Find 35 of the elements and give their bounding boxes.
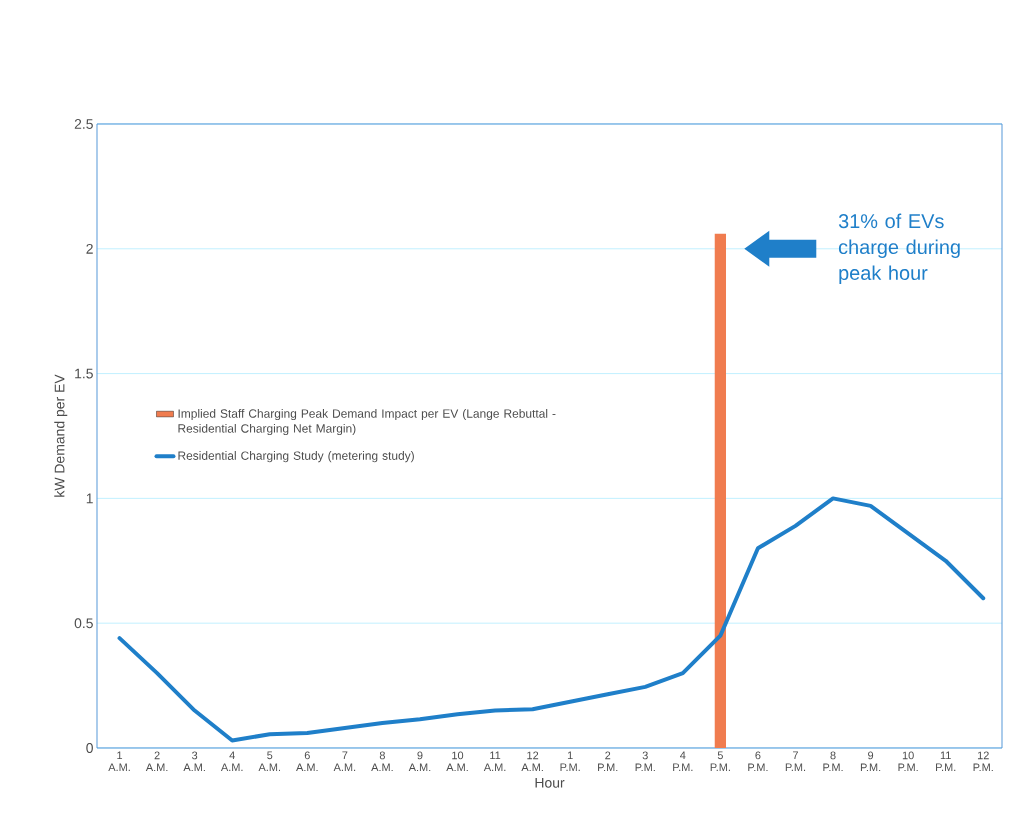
x-tick-label: 8 A.M. [371,751,393,772]
legend-label: Residential Charging Study (metering study) [178,451,414,463]
x-tick-label: 5 P.M. [710,751,730,771]
x-tick-label: 9 P.M. [860,751,881,772]
y-tick-label: 1 [86,493,93,504]
x-tick-label: 2 A.M. [145,751,168,772]
x-tick-label: 2 P.M. [598,751,618,772]
x-tick-label: 12 P.M. [973,751,993,772]
x-tick-label: 10 P.M. [898,751,918,772]
y-tick-label: 2 [86,243,93,254]
x-tick-label: 8 P.M. [823,751,843,772]
x-tick-label: 1 P.M. [560,751,580,771]
x-tick-label: 4 A.M. [220,751,243,771]
x-tick-label: 3 P.M. [635,751,655,772]
y-tick-label: 1.5 [75,368,93,379]
legend-label: Implied Staff Charging Peak Demand Impact per EV (Lange Rebuttal - Residential Charging Net Margin) [178,408,556,436]
y-axis-title: kW Demand per EV [54,374,68,497]
x-tick-label: 7 P.M. [785,751,806,771]
x-tick-label: 7 A.M. [333,751,356,771]
x-tick-label: 12 A.M. [521,751,543,772]
x-tick-label: 10 A.M. [446,751,468,772]
x-tick-label: 6 P.M. [748,751,768,772]
y-tick-label: 0.5 [74,618,93,629]
x-tick-label: 11 A.M. [483,751,506,771]
x-tick-label: 9 A.M. [408,751,431,772]
x-tick-label: 5 A.M. [258,751,281,771]
x-tick-label: 6 A.M. [296,751,318,772]
y-tick-label: 0 [86,743,93,753]
x-tick-label: 4 P.M. [673,751,693,771]
x-tick-label: 3 A.M. [183,751,205,772]
annotation: 31% of EVs charge during peak hour [838,213,960,284]
x-tick-label: 11 P.M. [936,751,956,771]
x-axis-title: Hour [535,777,565,788]
x-tick-label: 1 A.M. [108,751,130,771]
y-tick-label: 2.5 [74,119,93,129]
